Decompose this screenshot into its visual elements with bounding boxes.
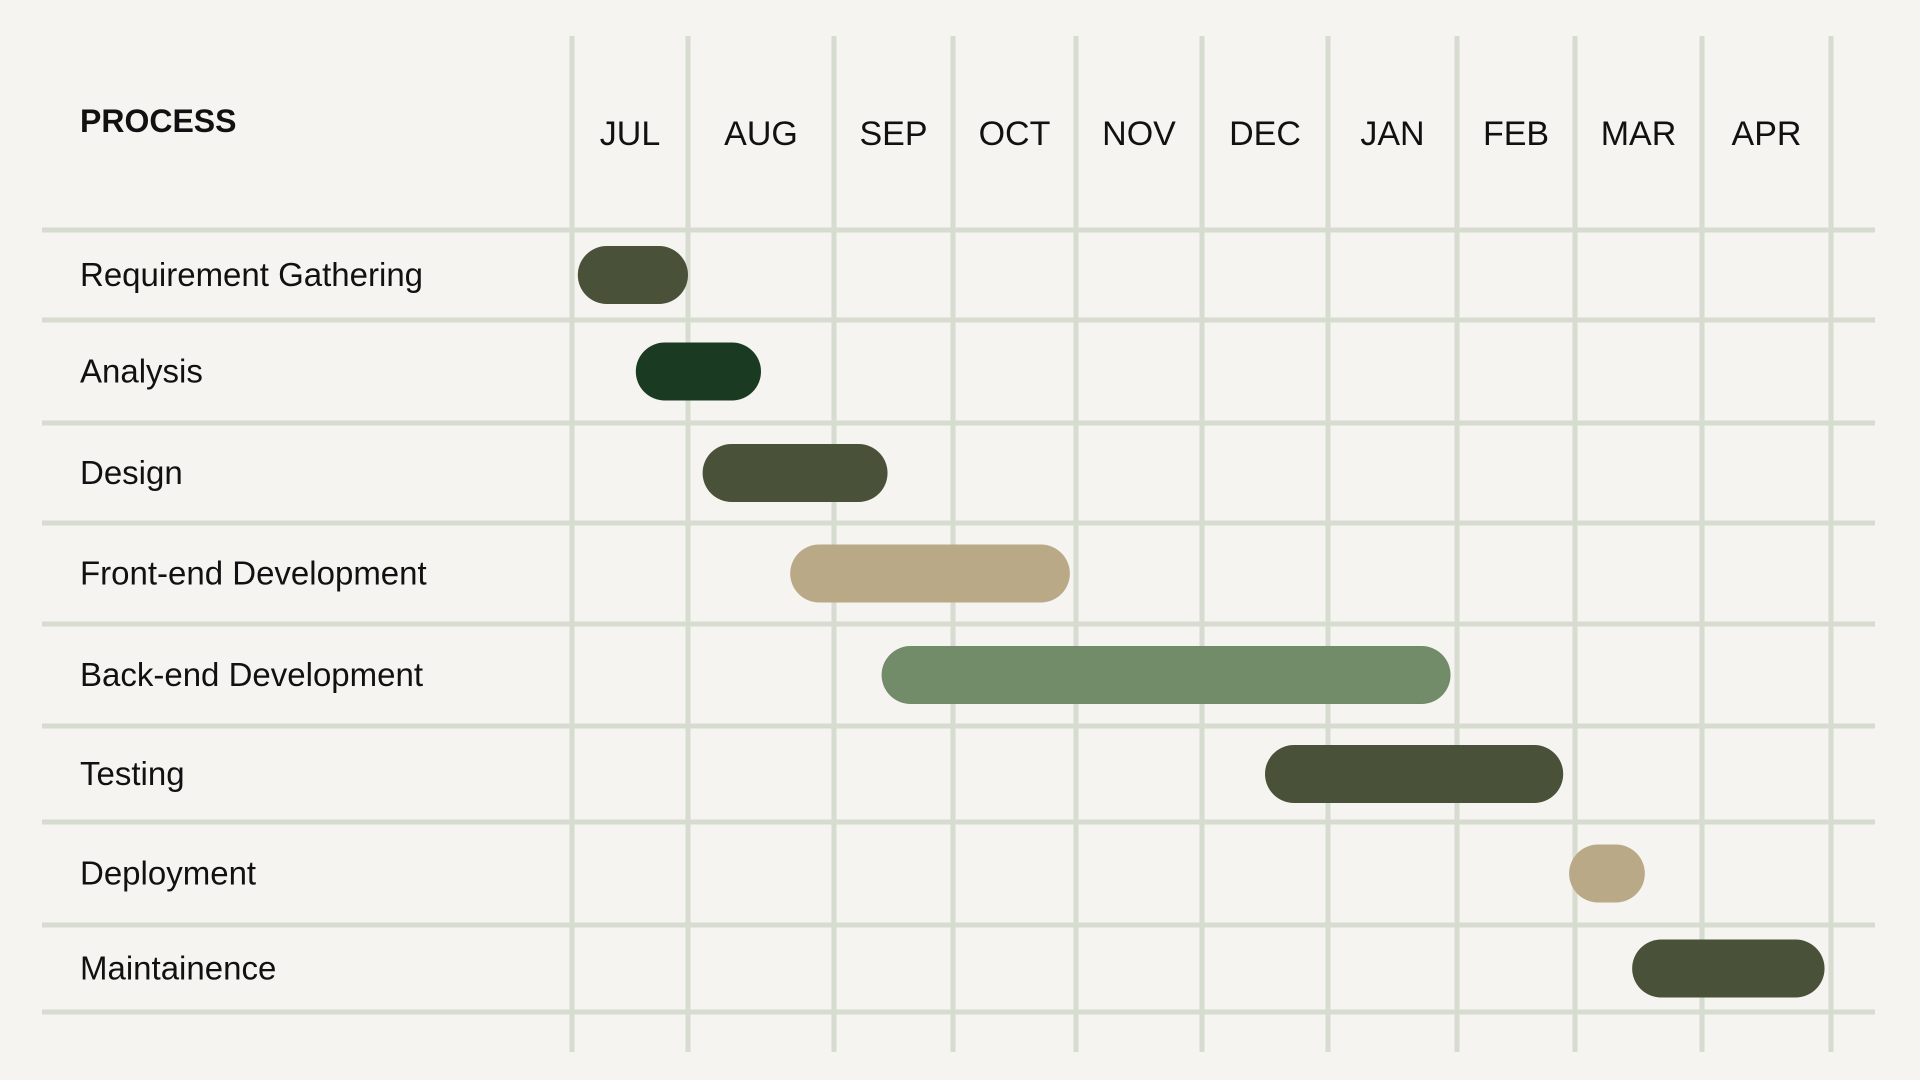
month-label: MAR [1601,115,1677,153]
process-header: PROCESS [80,103,236,139]
month-label: JUL [600,115,660,153]
task-label: Analysis [80,353,203,390]
task-label: Maintainence [80,950,276,987]
task-label: Requirement Gathering [80,256,423,293]
task-bar [1569,844,1645,903]
month-label: FEB [1483,115,1549,153]
month-label: SEP [859,115,927,153]
task-bars [577,246,1825,998]
month-label: JAN [1360,115,1424,153]
task-bar [635,342,761,401]
task-label: Back-end Development [80,656,423,693]
task-label: Design [80,454,183,491]
task-label: Testing [80,755,185,792]
month-label: DEC [1229,115,1301,153]
month-label: NOV [1102,115,1176,153]
task-bar [577,246,688,304]
task-bar [1632,939,1825,998]
task-label: Front-end Development [80,555,427,592]
task-labels: Requirement Gathering Analysis Design Front… [80,256,427,987]
task-bar [702,444,888,502]
task-label: Deployment [80,855,256,892]
horizontal-grid [42,227,1875,1015]
task-bar [881,646,1451,704]
month-label: APR [1732,115,1802,153]
month-labels: JUL AUG SEP OCT NOV DEC JAN FEB MAR APR [600,115,1802,153]
task-bar [1265,745,1564,803]
month-label: AUG [724,115,798,153]
task-bar [790,544,1070,603]
month-label: OCT [979,115,1051,153]
vertical-grid [569,36,1834,1052]
